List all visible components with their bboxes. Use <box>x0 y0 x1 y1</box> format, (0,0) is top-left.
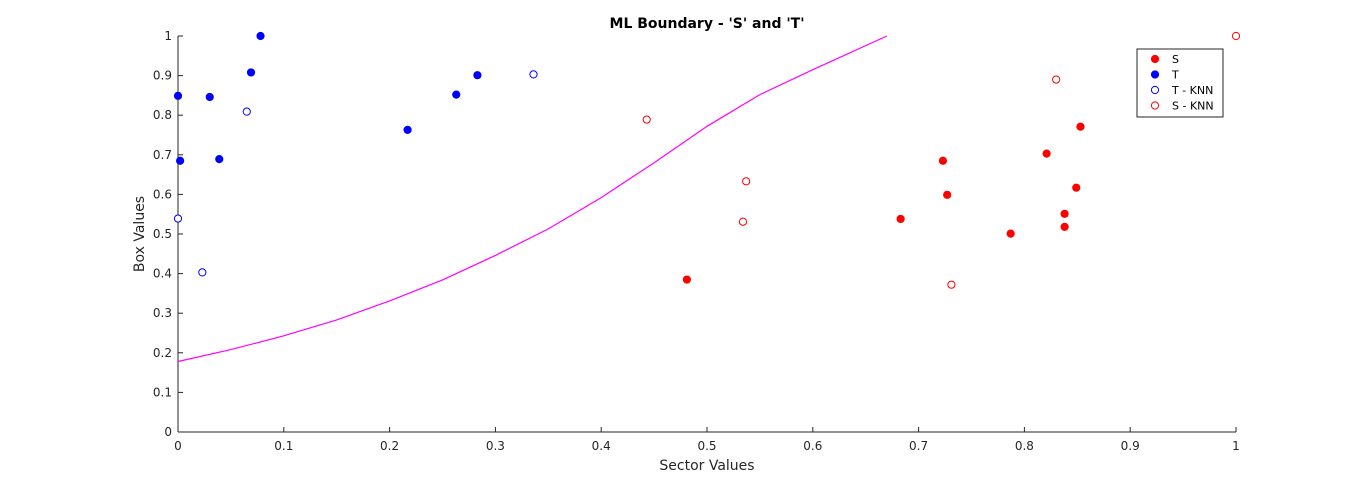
y-tick-label: 0.9 <box>153 69 172 83</box>
scatter-point <box>896 214 905 224</box>
y-axis-label: Box Values <box>132 196 148 272</box>
scatter-point <box>205 92 214 102</box>
x-tick-label: 0.9 <box>1121 439 1140 453</box>
legend-marker <box>1150 101 1160 110</box>
legend-label: T - KNN <box>1171 84 1213 97</box>
scatter-point <box>246 68 256 77</box>
x-tick-label: 1 <box>1232 439 1240 453</box>
scatter-point <box>738 217 748 226</box>
y-tick-label: 0 <box>164 425 172 439</box>
scatter-point <box>1076 122 1085 131</box>
y-tick-label: 0.5 <box>153 227 172 241</box>
legend-label: S <box>1172 53 1179 66</box>
x-tick-label: 0.5 <box>697 439 716 453</box>
scatter-point <box>173 91 183 100</box>
scatter-point <box>947 280 956 289</box>
y-tick-label: 0.8 <box>153 108 172 122</box>
legend-label: T <box>1171 69 1179 82</box>
scatter-point <box>256 31 265 41</box>
y-tick-label: 0.6 <box>153 187 172 201</box>
scatter-point <box>1072 183 1081 192</box>
scatter-point <box>473 71 482 80</box>
legend-marker <box>1150 85 1160 95</box>
legend-marker <box>1150 70 1160 79</box>
scatter-point <box>943 190 952 199</box>
y-tick-label: 0.7 <box>153 148 172 162</box>
scatter-point <box>742 177 751 186</box>
scatter-point <box>1060 209 1069 218</box>
chart-title: ML Boundary - 'S' and 'T' <box>610 16 805 32</box>
x-tick-label: 0.3 <box>486 439 505 453</box>
legend: ST T - KNN S - KNN <box>1136 48 1224 118</box>
boundary-line <box>177 35 888 363</box>
scatter-point <box>529 70 538 79</box>
scatter-point <box>176 156 185 165</box>
y-tick-label: 0.4 <box>153 267 172 281</box>
scatter-point <box>1042 149 1051 158</box>
scatter-point <box>173 214 183 223</box>
scatter-point <box>938 156 948 165</box>
y-tick-label: 0.3 <box>153 306 172 320</box>
scatter-point <box>1052 75 1061 84</box>
x-tick-label: 0.2 <box>380 439 399 453</box>
legend-label: S - KNN <box>1172 100 1214 113</box>
x-axis-label: Sector Values <box>659 458 754 474</box>
scatter-point <box>198 268 207 277</box>
x-tick-label: 0 <box>174 439 182 453</box>
y-tick-label: 1 <box>164 29 172 43</box>
y-tick-label: 0.1 <box>153 385 172 399</box>
scatter-point <box>682 275 691 284</box>
scatter-point <box>242 107 251 116</box>
scatter-point <box>1060 222 1069 231</box>
scatter-point <box>215 155 224 164</box>
legend-marker <box>1150 54 1160 64</box>
x-tick-label: 0.4 <box>592 439 611 453</box>
plot-area: 0 0.1 0.2 0.3 0.4 0.5 0.6 0.7 0.8 0.9 1 0 0.1 0.2 0.3 0… <box>153 29 1241 453</box>
x-tick-label: 0.1 <box>274 439 293 453</box>
scatter-point <box>452 90 461 99</box>
y-tick-label: 0.2 <box>153 346 172 360</box>
scatter-point <box>642 115 651 124</box>
x-tick-label: 0.7 <box>909 439 928 453</box>
x-tick-label: 0.6 <box>803 439 822 453</box>
scatter-point <box>1006 229 1015 238</box>
x-tick-label: 0.8 <box>1015 439 1034 453</box>
scatter-point <box>1231 31 1241 41</box>
scatter-point <box>403 125 412 134</box>
